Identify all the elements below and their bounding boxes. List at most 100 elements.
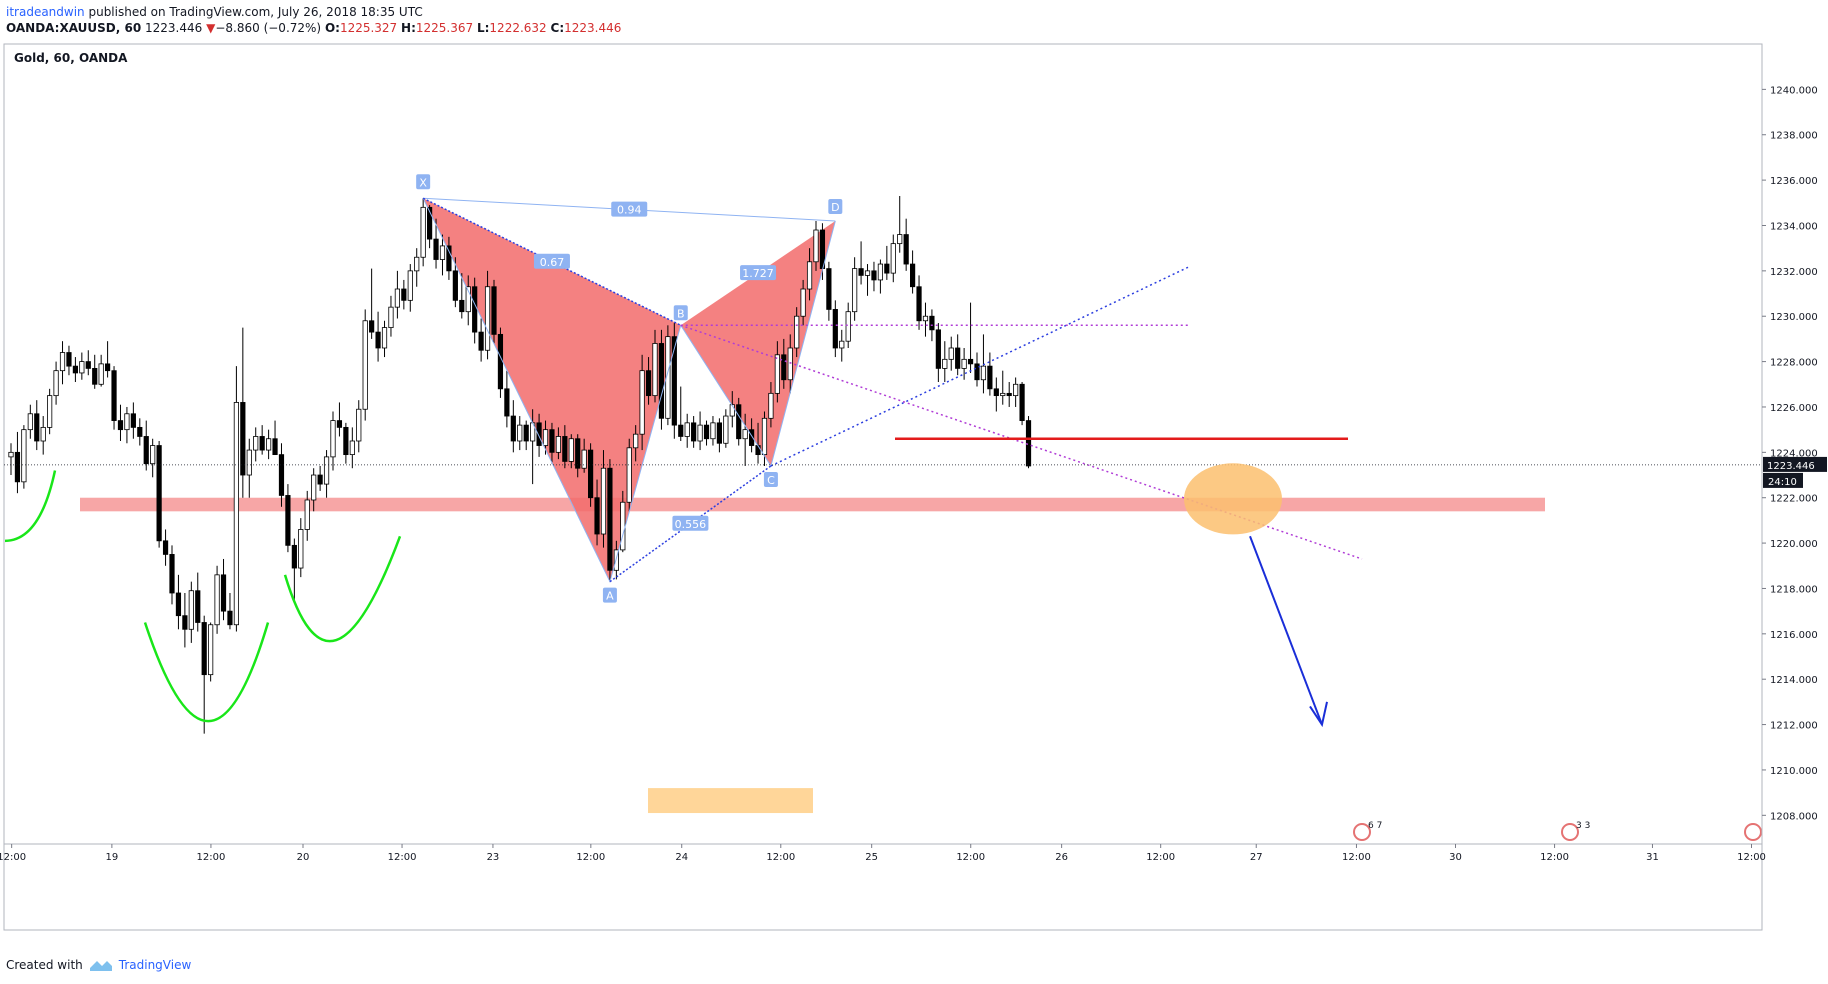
candle-up bbox=[330, 420, 336, 458]
price-tick-label: 1218.000 bbox=[1770, 584, 1818, 595]
candle-down bbox=[66, 352, 72, 367]
candle-down bbox=[903, 234, 909, 265]
price-tick-label: 1214.000 bbox=[1770, 675, 1818, 686]
price-tick-label: 1220.000 bbox=[1770, 539, 1818, 550]
candle-up bbox=[27, 413, 33, 431]
candle-down bbox=[607, 467, 613, 571]
candle-up bbox=[710, 422, 716, 440]
candle-down bbox=[105, 363, 111, 372]
economic-event-icon bbox=[1561, 823, 1579, 841]
time-tick-label: 12:00 bbox=[766, 852, 795, 863]
candle-down bbox=[588, 449, 594, 499]
candle-down bbox=[143, 436, 149, 465]
candle-up bbox=[852, 268, 858, 313]
time-tick-label: 20 bbox=[297, 852, 310, 863]
candle-down bbox=[156, 445, 162, 542]
ratio-label: 0.67 bbox=[540, 256, 565, 269]
pattern-point-badge bbox=[673, 305, 688, 321]
time-tick-label: 25 bbox=[865, 852, 878, 863]
time-axis[interactable]: 12:00 19 12:00 20 12:00 23 12:00 24 12:00 25 12:00… bbox=[0, 843, 1766, 863]
cup-curve-right bbox=[283, 535, 402, 643]
candle-up bbox=[890, 243, 896, 274]
candle-down bbox=[974, 363, 980, 381]
candle-up bbox=[864, 270, 871, 276]
ratio-label: 0.556 bbox=[675, 518, 707, 531]
pattern-point-badge bbox=[602, 587, 617, 603]
candle-down bbox=[92, 368, 98, 385]
low-value: 1222.632 bbox=[489, 21, 547, 35]
candle-up bbox=[362, 320, 368, 410]
last-price: 1223.446 bbox=[145, 21, 203, 35]
arrow-head-icon bbox=[1309, 701, 1328, 728]
candle-up bbox=[304, 499, 310, 530]
candle-down bbox=[85, 361, 91, 369]
price-axis[interactable]: 1208.000 1210.000 1212.000 1214.000 1216.000… bbox=[1761, 44, 1827, 930]
symbol-label: OANDA:XAUUSD, 60 bbox=[6, 21, 142, 35]
publish-line: itradeandwin published on TradingView.co… bbox=[6, 4, 621, 20]
candle-up bbox=[665, 336, 671, 419]
candle-down bbox=[14, 451, 21, 483]
candle-down bbox=[240, 402, 246, 476]
author-link[interactable]: itradeandwin bbox=[6, 5, 85, 19]
price-chart[interactable]: Gold, 60, OANDA X A B C D 0.94 0.67 1.727 0.556 6… bbox=[0, 42, 1828, 952]
candle-up bbox=[555, 436, 562, 453]
candle-down bbox=[736, 404, 742, 440]
ratio-label: 1.727 bbox=[742, 267, 774, 280]
candle-up bbox=[349, 440, 355, 456]
time-tick-label: 12:00 bbox=[1737, 852, 1766, 863]
bcd-triangle bbox=[680, 220, 836, 466]
candle-up bbox=[633, 433, 639, 449]
candle-down bbox=[858, 268, 864, 276]
candle-up bbox=[21, 429, 27, 483]
candle-up bbox=[800, 288, 806, 317]
time-tick-label: 19 bbox=[106, 852, 119, 863]
candle-down bbox=[594, 497, 600, 535]
candle-up bbox=[813, 229, 819, 263]
candle-up bbox=[652, 343, 658, 397]
candle-up bbox=[79, 361, 85, 374]
candle-up bbox=[897, 234, 903, 245]
candle-down bbox=[220, 574, 227, 612]
candle-up bbox=[53, 370, 59, 397]
down-triangle-icon: ▼ bbox=[206, 21, 216, 35]
candle-up bbox=[806, 261, 813, 290]
economic-event-icon bbox=[1744, 823, 1762, 841]
time-tick-label: 26 bbox=[1055, 852, 1068, 863]
candle-down bbox=[478, 331, 484, 351]
candle-up bbox=[948, 347, 954, 360]
tradingview-link[interactable]: TradingView bbox=[118, 958, 192, 972]
candle-down bbox=[175, 592, 182, 617]
high-label: H: bbox=[401, 21, 416, 35]
countdown-label: 24:10 bbox=[1768, 477, 1797, 488]
symbol-line: OANDA:XAUUSD, 60 1223.446 ▼−8.860 (−0.72… bbox=[6, 20, 621, 36]
drawings-under bbox=[80, 198, 1545, 814]
time-tick-label: 12:00 bbox=[1146, 852, 1175, 863]
candle-up bbox=[774, 354, 780, 394]
candle-down bbox=[272, 438, 278, 456]
candle-down bbox=[227, 610, 233, 626]
chart-title: Gold, 60, OANDA bbox=[14, 51, 128, 65]
candle-up bbox=[407, 270, 413, 301]
candle-down bbox=[691, 422, 697, 442]
price-tick-label: 1226.000 bbox=[1770, 403, 1818, 414]
close-label: C: bbox=[550, 21, 565, 35]
candle-down bbox=[929, 315, 935, 331]
candle-down bbox=[162, 540, 169, 555]
candle-down bbox=[967, 358, 974, 365]
candle-down bbox=[34, 413, 40, 442]
candle-up bbox=[600, 467, 607, 535]
candle-down bbox=[472, 286, 478, 333]
candle-up bbox=[98, 363, 104, 385]
candle-up bbox=[729, 404, 735, 417]
candle-up bbox=[568, 438, 574, 462]
candle-down bbox=[182, 615, 188, 630]
candle-up bbox=[723, 415, 729, 444]
candle-down bbox=[678, 424, 684, 437]
candle-down bbox=[749, 429, 755, 446]
candle-up bbox=[980, 365, 987, 381]
high-value: 1225.367 bbox=[415, 21, 474, 35]
candle-up bbox=[124, 413, 130, 431]
candle-down bbox=[916, 286, 922, 322]
candle-up bbox=[961, 358, 967, 369]
candle-up bbox=[1013, 383, 1019, 397]
